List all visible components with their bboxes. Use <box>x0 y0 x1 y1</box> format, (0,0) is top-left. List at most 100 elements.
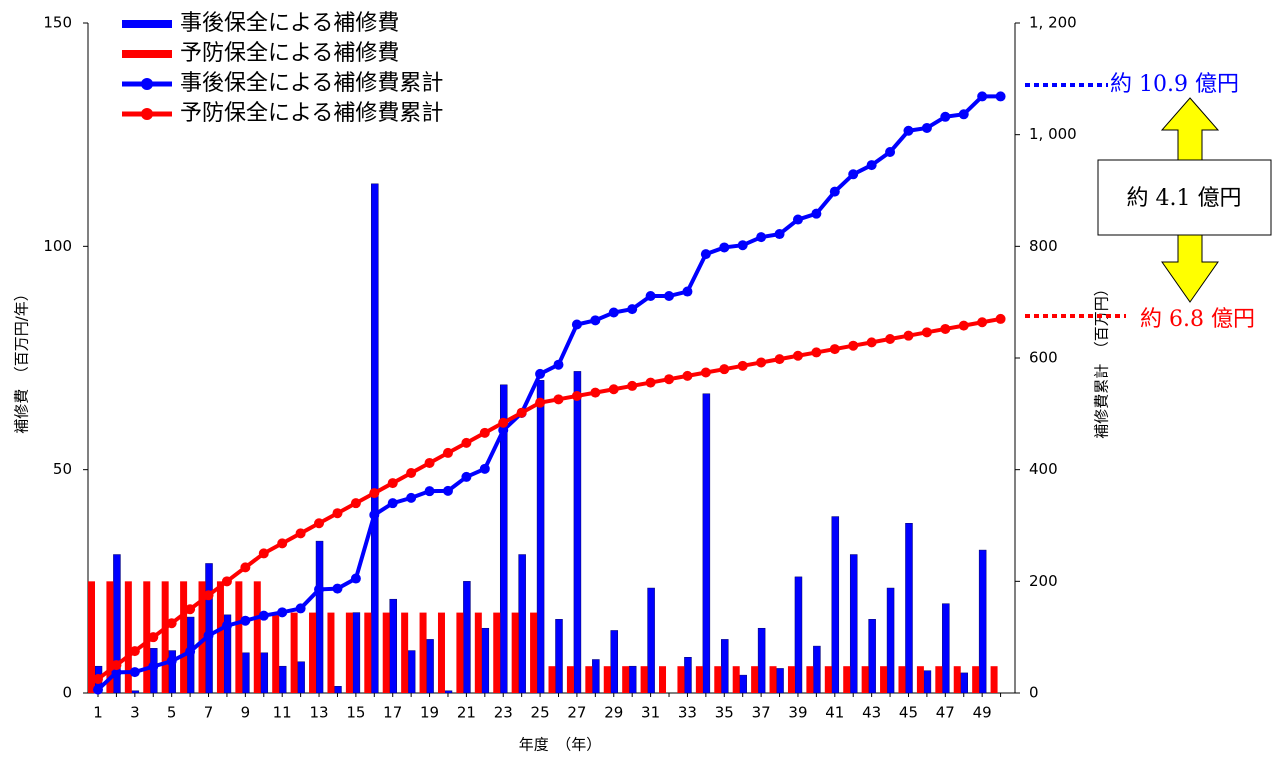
bar <box>953 666 961 693</box>
bar <box>592 659 600 694</box>
y-tick-label: 50 <box>53 460 72 478</box>
bar <box>253 581 261 693</box>
x-tick-label: 37 <box>752 704 771 722</box>
bar <box>382 612 390 693</box>
marker <box>387 478 398 489</box>
bar <box>585 666 593 693</box>
marker <box>461 471 472 482</box>
marker <box>627 380 638 391</box>
bar <box>401 612 409 693</box>
y2-tick-label: 800 <box>1029 237 1058 255</box>
x-tick-label: 9 <box>241 704 251 722</box>
x-tick-label: 5 <box>167 704 177 722</box>
bar <box>923 670 932 694</box>
marker <box>148 661 159 672</box>
marker <box>516 407 527 418</box>
bar <box>880 666 888 693</box>
marker <box>958 320 969 331</box>
marker <box>277 538 288 549</box>
bar <box>426 639 434 694</box>
bar <box>978 549 987 694</box>
bar <box>334 686 342 694</box>
marker <box>332 583 343 594</box>
x-tick-label: 31 <box>641 704 660 722</box>
marker <box>369 509 380 520</box>
marker <box>995 313 1006 324</box>
marker <box>479 427 490 438</box>
marker <box>295 603 306 614</box>
bar <box>131 690 140 694</box>
marker <box>498 425 509 436</box>
bar <box>555 619 563 694</box>
marker <box>774 229 785 240</box>
bar <box>290 612 298 693</box>
marker <box>369 488 380 499</box>
marker <box>93 674 103 685</box>
x-tick-label: 33 <box>678 704 697 722</box>
bar <box>518 554 526 694</box>
y2-tick-label: 200 <box>1029 572 1058 590</box>
marker <box>277 607 288 618</box>
marker <box>185 604 196 615</box>
legend-marker <box>141 108 153 120</box>
bar <box>272 612 280 693</box>
marker <box>848 340 859 351</box>
marker <box>442 485 453 496</box>
marker <box>903 330 914 341</box>
y2-tick-label: 0 <box>1029 684 1039 702</box>
bar <box>640 666 648 693</box>
bar <box>205 563 213 694</box>
annotation: 約 10.9 億円 <box>1110 72 1239 97</box>
marker <box>995 91 1006 102</box>
bar <box>327 612 335 693</box>
x-axis-label: 年度 （年） <box>519 736 602 754</box>
bar <box>739 674 747 694</box>
marker <box>792 214 803 225</box>
x-tick-label: 49 <box>973 704 992 722</box>
bar <box>419 612 427 693</box>
marker <box>829 344 840 355</box>
marker <box>479 463 490 474</box>
marker <box>829 186 840 197</box>
bar <box>769 666 777 693</box>
marker <box>461 437 472 448</box>
bar <box>898 666 906 693</box>
bar <box>242 652 250 694</box>
marker <box>645 377 656 388</box>
marker <box>811 347 822 358</box>
bar <box>905 523 913 694</box>
marker <box>700 249 711 260</box>
marker <box>203 630 214 641</box>
marker <box>258 610 269 621</box>
bar <box>732 666 740 693</box>
x-tick-label: 7 <box>204 704 214 722</box>
marker <box>498 417 509 428</box>
y-tick-label: 150 <box>43 14 72 32</box>
marker <box>258 548 269 559</box>
bar <box>474 612 482 693</box>
bar <box>849 554 858 694</box>
x-tick-label: 15 <box>346 704 365 722</box>
x-tick-label: 19 <box>420 704 439 722</box>
bar <box>861 666 869 693</box>
bar <box>831 516 840 694</box>
bar <box>610 630 619 694</box>
bar <box>456 612 464 693</box>
marker <box>240 562 251 573</box>
legend-marker <box>141 78 153 90</box>
bar <box>260 652 269 694</box>
bar <box>714 666 722 693</box>
marker <box>590 387 601 398</box>
bar <box>757 627 766 694</box>
x-tick-label: 3 <box>130 704 140 722</box>
bar <box>695 666 703 693</box>
x-tick-label: 47 <box>936 704 955 722</box>
legend-label: 予防保全による補修費 <box>180 41 399 66</box>
x-tick-label: 13 <box>309 704 328 722</box>
bar <box>198 581 206 693</box>
marker <box>700 367 711 378</box>
bar <box>106 581 114 693</box>
marker <box>940 323 951 334</box>
marker <box>314 518 325 529</box>
